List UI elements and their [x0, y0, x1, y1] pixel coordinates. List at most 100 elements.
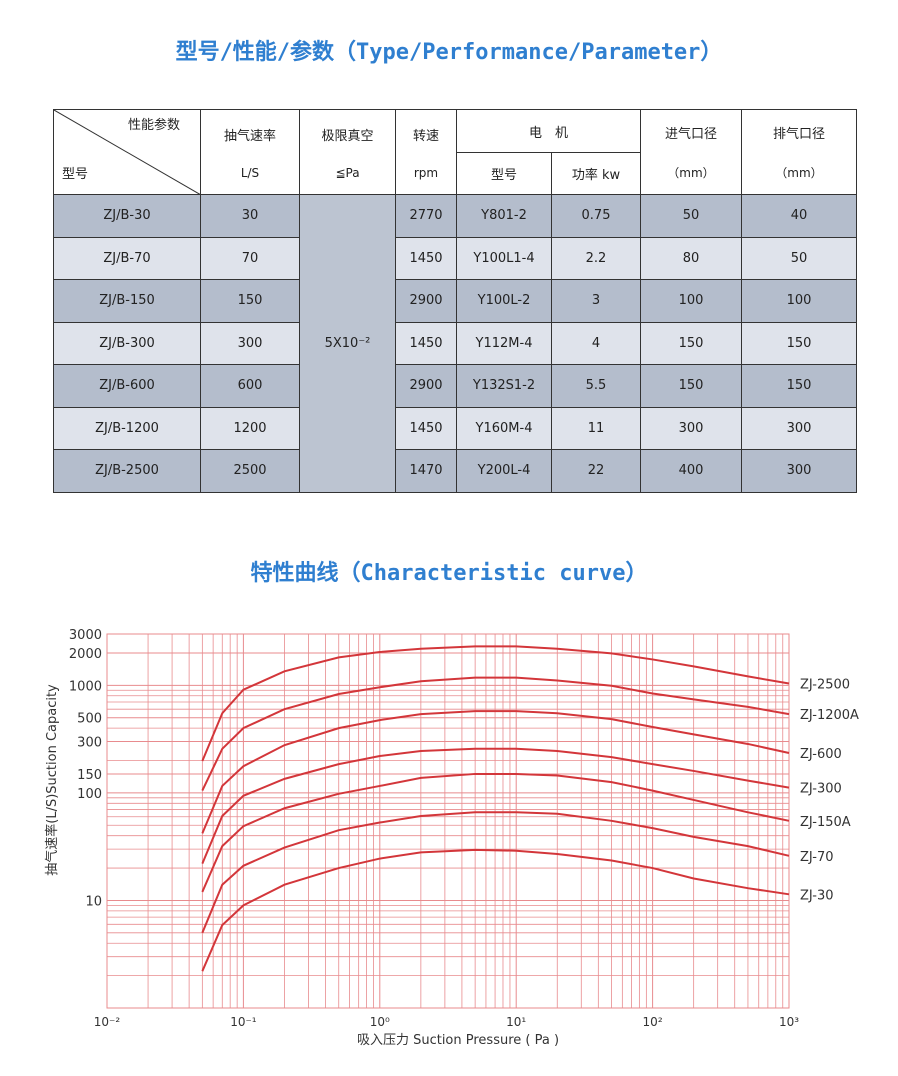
column-header-top: 进气口径 [664, 127, 717, 142]
column-header: 功率 kw [551, 152, 641, 195]
x-tick-label: 10² [643, 1015, 663, 1029]
speed-cell: 1200 [200, 406, 300, 450]
corner-cell: 性能参数 型号 [53, 109, 201, 195]
data-cell: Y160M-4 [456, 406, 552, 450]
y-tick-label: 10 [85, 894, 102, 909]
x-tick-label: 10⁻² [94, 1015, 121, 1029]
y-tick-label: 1000 [69, 679, 102, 694]
x-axis-label: 吸入压力 Suction Pressure ( Pa ) [357, 1033, 559, 1048]
model-cell: ZJ/B-600 [53, 364, 201, 408]
data-cell: 11 [551, 406, 641, 450]
curve [201, 811, 790, 934]
column-header-bottom: （mm） [775, 166, 823, 180]
data-cell: 300 [741, 449, 857, 493]
y-tick-label: 300 [77, 736, 102, 751]
data-cell: 150 [741, 364, 857, 408]
data-cell: 22 [551, 449, 641, 493]
chart-title: 特性曲线（Characteristic curve） [250, 561, 648, 586]
data-cell: 400 [640, 449, 742, 493]
corner-bottom: 型号 [62, 167, 89, 182]
data-cell: Y112M-4 [456, 321, 552, 365]
speed-cell: 70 [200, 236, 300, 280]
diagonal [54, 110, 201, 195]
data-cell: 3 [551, 279, 641, 323]
y-tick-label: 500 [77, 712, 102, 727]
data-cell: 40 [741, 194, 857, 238]
data-cell: 100 [741, 279, 857, 323]
curve [201, 710, 790, 834]
data-cell: 2900 [395, 279, 457, 323]
model-cell: ZJ/B-70 [53, 236, 201, 280]
column-header: 型号 [456, 152, 552, 195]
model-cell: ZJ/B-30 [53, 194, 201, 238]
series-label: ZJ-70 [800, 850, 834, 865]
x-tick-label: 10⁻¹ [230, 1015, 257, 1029]
x-tick-label: 10³ [779, 1015, 799, 1029]
model-cell: ZJ/B-150 [53, 279, 201, 323]
y-tick-label: 150 [77, 768, 102, 783]
table-row: ZJ/B-300 300 1450 Y112M-4 4 150 150 [53, 321, 857, 365]
series-label: ZJ-600 [800, 747, 842, 762]
speed-cell: 150 [200, 279, 300, 323]
series-label: ZJ-300 [800, 782, 842, 797]
data-cell: 4 [551, 321, 641, 365]
series-label: ZJ-30 [800, 888, 834, 903]
data-cell: 2900 [395, 364, 457, 408]
data-cell: 50 [741, 236, 857, 280]
data-cell: 150 [640, 321, 742, 365]
plot-frame [106, 633, 790, 1009]
page-title: 型号/性能/参数（Type/Performance/Parameter） [175, 40, 723, 65]
data-cell: 2.2 [551, 236, 641, 280]
curve [201, 747, 790, 864]
column-header-top: 极限真空 [321, 128, 374, 144]
data-cell: 2770 [395, 194, 457, 238]
data-cell: 0.75 [551, 194, 641, 238]
data-cell: Y200L-4 [456, 449, 552, 493]
column-header: 进气口径 （mm） [640, 109, 742, 195]
y-tick-label: 3000 [69, 628, 102, 643]
column-header-top: 抽气速率 [223, 128, 276, 144]
table-row: ZJ/B-2500 2500 1470 Y200L-4 22 400 300 [53, 449, 857, 493]
data-cell: Y132S1-2 [456, 364, 552, 408]
data-cell: 150 [640, 364, 742, 408]
curve [201, 772, 790, 893]
data-cell: 50 [640, 194, 742, 238]
y-tick-label: 2000 [69, 647, 102, 662]
column-header-bottom: rpm [413, 165, 439, 180]
model-cell: ZJ/B-2500 [53, 449, 201, 493]
series-label: ZJ-2500 [800, 677, 850, 692]
column-header: 转速 rpm [395, 109, 457, 195]
y-axis-label: 抽气速率(L/S)Suction Capacity [44, 684, 60, 876]
column-header: 排气口径 （mm） [741, 109, 857, 195]
column-header-bottom: （mm） [667, 166, 715, 180]
data-cell: Y801-2 [456, 194, 552, 238]
table-row: ZJ/B-600 600 2900 Y132S1-2 5.5 150 150 [53, 364, 857, 408]
data-cell: 1450 [395, 321, 457, 365]
model-cell: ZJ/B-300 [53, 321, 201, 365]
data-cell: Y100L-2 [456, 279, 552, 323]
column-header: 抽气速率 L/S [200, 109, 300, 195]
table-row: ZJ/B-1200 1200 1450 Y160M-4 11 300 300 [53, 406, 857, 450]
model-cell: ZJ/B-1200 [53, 406, 201, 450]
speed-cell: 30 [200, 194, 300, 238]
data-cell: 150 [741, 321, 857, 365]
curve [201, 848, 790, 972]
data-cell: 80 [640, 236, 742, 280]
series-label: ZJ-150A [800, 815, 851, 830]
data-cell: Y100L1-4 [456, 236, 552, 280]
data-cell: 1450 [395, 236, 457, 280]
table-row: ZJ/B-70 70 1450 Y100L1-4 2.2 80 50 [53, 236, 857, 280]
data-cell: 300 [741, 406, 857, 450]
table-row: ZJ/B-150 150 2900 Y100L-2 3 100 100 [53, 279, 857, 323]
parameter-table: 性能参数 型号 抽气速率 L/S 极限真空 ≦Pa 转速 rpm 电 机进气口径 （mm） 排气口径… [53, 109, 857, 493]
curve [201, 645, 790, 762]
column-header: 极限真空 ≦Pa [299, 109, 396, 195]
column-header-bottom: L/S [240, 165, 260, 180]
table-row: 性能参数 型号 抽气速率 L/S 极限真空 ≦Pa 转速 rpm 电 机进气口径 （mm） 排气口径… [53, 109, 857, 195]
x-tick-label: 10⁰ [370, 1015, 390, 1029]
column-header-top: 排气口径 [772, 127, 825, 142]
column-header: 电 机 [456, 109, 641, 153]
table-row: 型号 功率 kw [54, 152, 857, 195]
table-row: ZJ/B-30 30 5X10⁻² 2770 Y801-2 0.75 50 40 [53, 194, 857, 493]
